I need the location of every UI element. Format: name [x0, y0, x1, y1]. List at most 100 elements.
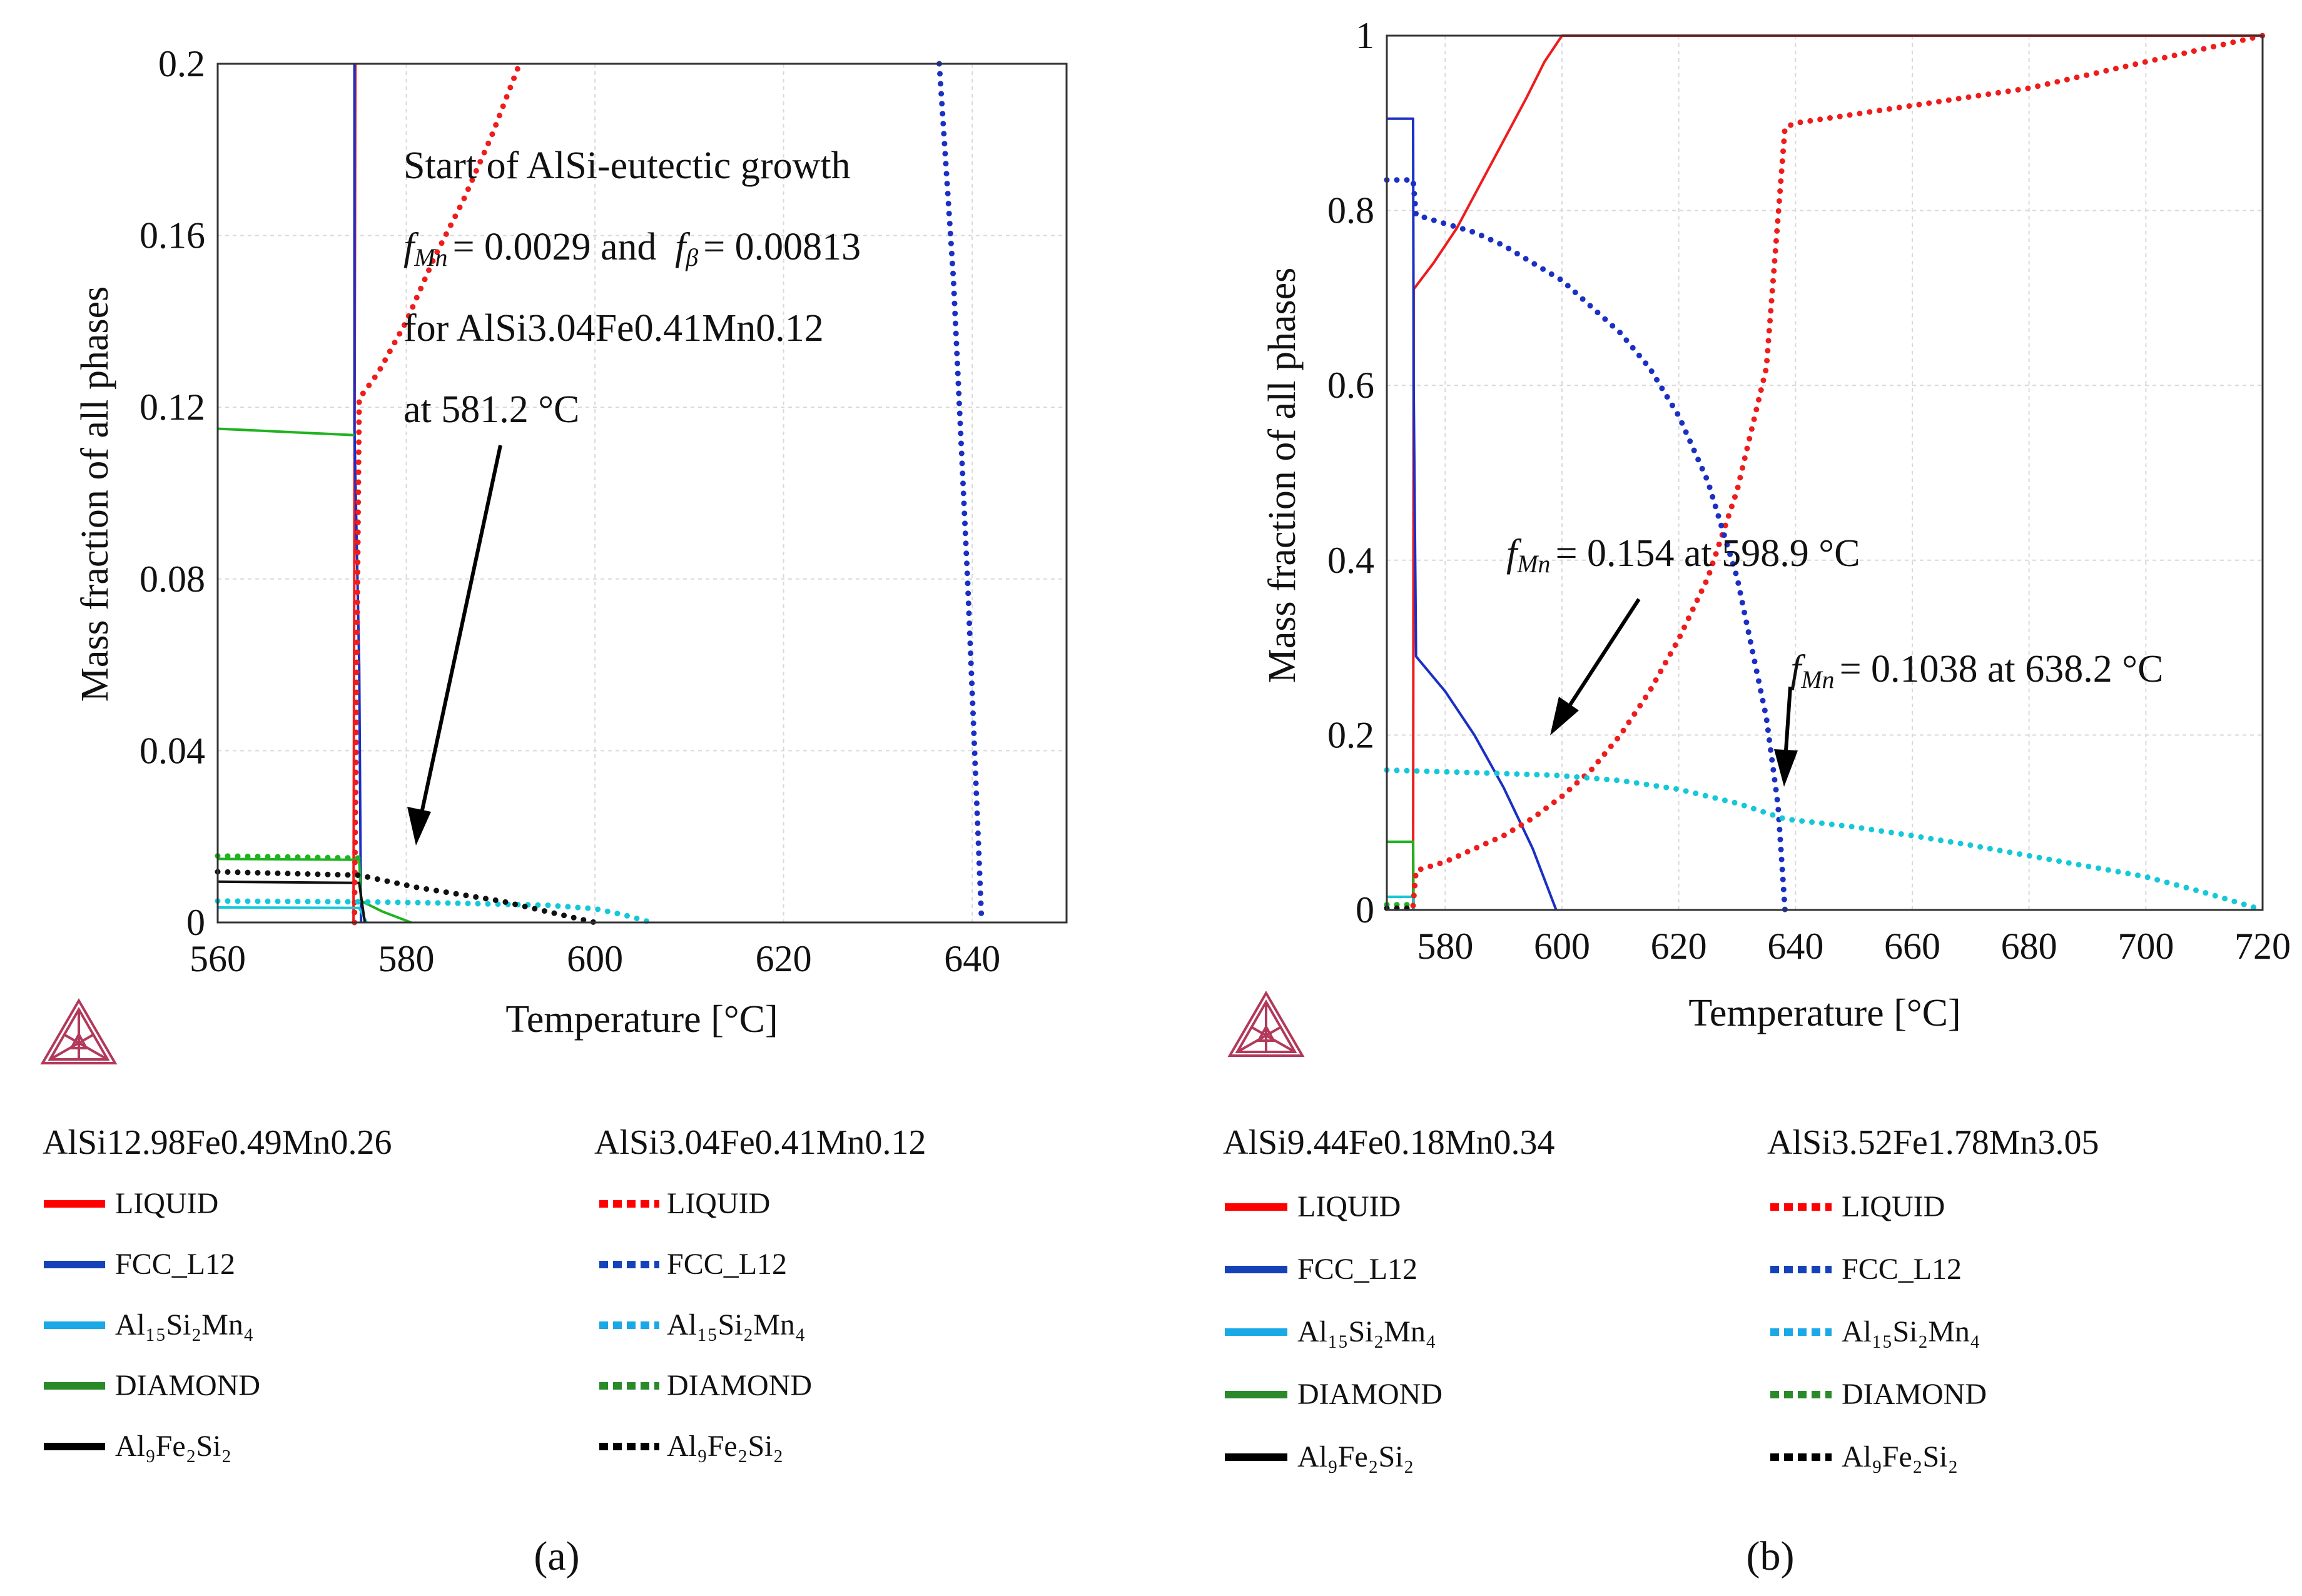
legend-b-al9-label: Al₉Fe₂Si₂ — [1297, 1440, 1414, 1473]
annotation-a-line-1: Start of AlSi-eutectic growth — [403, 144, 851, 187]
annotation-b-line-2: fMn = 0.1038 at 638.2 °C — [1790, 648, 2163, 694]
chart-a-plot-frame — [216, 63, 1068, 924]
chart-b-series — [1384, 33, 2266, 913]
chart-a-xtick-1: 580 — [378, 938, 435, 979]
annotation-a-line-3: for AlSi3.04Fe0.41Mn0.12 — [403, 307, 824, 350]
legend-a-fcc-label: FCC_L12 — [115, 1248, 235, 1281]
chart-a-xtick-2: 600 — [567, 938, 623, 979]
chart-a-series-7-dotted-fcc — [936, 61, 985, 926]
chart-b-series-0-solid-liquid — [1412, 34, 2263, 911]
chart-a-ytick-0: 0 — [186, 902, 205, 943]
chart-a-ytick-4: 0.16 — [139, 215, 205, 256]
annotation-b-line-1: fMn = 0.154 at 598.9 °C — [1506, 532, 1860, 578]
chart-b-xtick-1: 600 — [1534, 926, 1590, 967]
chart-b-xtick-7: 720 — [2234, 926, 2291, 967]
legend-a-alloy-2: AlSi3.04Fe0.41Mn0.12 — [594, 1123, 926, 1162]
chart-a-series-3-solid-diamond — [217, 857, 412, 924]
annotation-a-fbeta-value: = 0.00813 — [703, 226, 861, 268]
chart-b-xlabel: Temperature [°C] — [1688, 992, 1960, 1034]
chart-b-ytick-5: 1 — [1356, 15, 1374, 56]
thermo-calc-logo-b — [1227, 991, 1305, 1057]
chart-a-ytick-1: 0.04 — [139, 730, 205, 771]
chart-b-ytick-1: 0.2 — [1327, 714, 1374, 755]
annotation-a-fmn-value: = 0.0029 and — [453, 226, 657, 268]
panel-b-label: (b) — [1747, 1533, 1795, 1579]
legend-b-diamond-label: DIAMOND — [1297, 1378, 1443, 1411]
chart-a-xtick-0: 560 — [190, 938, 246, 979]
legend-a-al9-label: Al₉Fe₂Si₂ — [115, 1430, 231, 1463]
chart-b-xtick-2: 620 — [1651, 926, 1707, 967]
legend-b-al15-label: Al₁₅Si₂Mn₄ — [1297, 1315, 1436, 1348]
chart-b-series-4-dotted-liquid — [1410, 33, 2266, 909]
chart-a-annotation: Start of AlSi-eutectic growth fMn = 0.002… — [403, 144, 861, 846]
legend-b-al15-dotted-label: Al₁₅Si₂Mn₄ — [1842, 1315, 1980, 1348]
chart-b-xtick-3: 640 — [1767, 926, 1823, 967]
chart-b-ytick-4: 0.8 — [1327, 190, 1374, 231]
chart-b-ylabel: Mass fraction of all phases — [1261, 268, 1304, 684]
annotation-a-fmn-sub: Mn — [413, 243, 447, 271]
annotation-b-arrow-1 — [1567, 598, 1641, 708]
legend-a-al15-label: Al₁₅Si₂Mn₄ — [115, 1308, 254, 1341]
legend-b-al9-dotted-label: Al₉Fe₂Si₂ — [1842, 1440, 1958, 1473]
chart-a-xtick-4: 640 — [944, 938, 1000, 979]
chart-a-ticks: 560 580 600 620 640 0 0.04 0.08 0.12 0.16 0.2 — [139, 43, 1000, 979]
chart-b-xtick-6: 700 — [2117, 926, 2174, 967]
chart-b-series-6-dotted-al15 — [1384, 767, 2266, 913]
legend-b-liquid-dotted-label: LIQUID — [1842, 1190, 1945, 1223]
chart-b: 580 600 620 640 660 680 700 720 0 0.2 0.4 0.6 0.8 1 T… — [1223, 15, 2291, 1579]
chart-a-ytick-2: 0.08 — [139, 558, 205, 600]
annotation-b-f1-value: = 0.154 at 598.9 °C — [1556, 532, 1860, 575]
chart-a-grid — [217, 63, 1067, 923]
chart-a-ylabel: Mass fraction of all phases — [74, 286, 116, 702]
legend-b-fcc-dotted-label: FCC_L12 — [1842, 1253, 1962, 1286]
chart-b-ytick-2: 0.4 — [1327, 540, 1374, 581]
chart-a-series-8-dotted-al15 — [215, 898, 655, 926]
legend-a-diamond-dotted-label: DIAMOND — [667, 1369, 812, 1402]
legend-a-alloy-1: AlSi12.98Fe0.49Mn0.26 — [43, 1123, 392, 1162]
thermo-calc-logo-a — [40, 998, 118, 1064]
chart-b-plot-frame — [1386, 34, 2264, 911]
legend-b-diamond-dotted-label: DIAMOND — [1842, 1378, 1987, 1411]
legend-a-al9-dotted-label: Al₉Fe₂Si₂ — [667, 1430, 783, 1463]
chart-b-series-5-dotted-fcc — [1384, 177, 1788, 913]
chart-b-grid — [1387, 35, 2263, 911]
legend-b-alloy-1: AlSi9.44Fe0.18Mn0.34 — [1223, 1123, 1555, 1162]
annotation-b-arrowhead-1 — [1550, 697, 1579, 735]
legend-b-liquid-label: LIQUID — [1297, 1190, 1401, 1223]
annotation-a-arrowhead — [407, 807, 431, 846]
chart-a-legend: AlSi12.98Fe0.49Mn0.26 AlSi3.04Fe0.41Mn0.… — [43, 1123, 926, 1463]
legend-a-fcc-dotted-label: FCC_L12 — [667, 1248, 787, 1281]
annotation-b-arrow-2 — [1784, 686, 1792, 751]
chart-b-series-1-solid-fcc — [1387, 117, 1558, 911]
annotation-a-fbeta-sub: β — [685, 243, 698, 271]
chart-a-series-2-solid-diamond — [217, 427, 355, 437]
annotation-a-arrow — [420, 445, 502, 814]
legend-a-diamond-label: DIAMOND — [115, 1369, 260, 1402]
chart-b-xtick-5: 680 — [2001, 926, 2057, 967]
legend-b-alloy-2: AlSi3.52Fe1.78Mn3.05 — [1767, 1123, 2099, 1162]
legend-b-fcc-label: FCC_L12 — [1297, 1253, 1417, 1286]
chart-a: 560 580 600 620 640 0 0.04 0.08 0.12 0.16 0.2 Temp… — [40, 43, 1068, 1579]
panel-a-label: (a) — [534, 1533, 579, 1579]
chart-a-series-10-dotted-diamond — [215, 853, 362, 861]
chart-a-series-4-solid-al15 — [217, 906, 368, 923]
chart-b-xtick-4: 660 — [1884, 926, 1940, 967]
chart-a-xlabel: Temperature [°C] — [505, 998, 778, 1041]
legend-a-al15-dotted-label: Al₁₅Si₂Mn₄ — [667, 1308, 806, 1341]
annotation-b-f1-sub: Mn — [1516, 550, 1550, 578]
annotation-b-arrowhead-2 — [1774, 749, 1798, 787]
legend-a-liquid-label: LIQUID — [115, 1187, 218, 1220]
chart-a-series-9-dotted-al9 — [215, 869, 598, 926]
chart-a-xtick-3: 620 — [756, 938, 812, 979]
chart-b-xtick-0: 580 — [1417, 926, 1473, 967]
chart-b-ytick-0: 0 — [1356, 889, 1374, 931]
chart-b-ytick-3: 0.6 — [1327, 365, 1374, 406]
chart-a-series-6-dotted-liquid — [352, 61, 522, 926]
chart-a-series-1-solid-fcc — [353, 64, 363, 923]
annotation-a-line-4: at 581.2 °C — [403, 388, 579, 431]
chart-b-series-2-solid-diamond — [1387, 841, 1415, 911]
chart-a-ytick-3: 0.12 — [139, 386, 205, 428]
chart-b-annotation: fMn = 0.154 at 598.9 °C fMn = 0.1038 at 63… — [1506, 532, 2163, 787]
chart-b-legend: AlSi9.44Fe0.18Mn0.34 AlSi3.52Fe1.78Mn3.0… — [1223, 1123, 2099, 1473]
